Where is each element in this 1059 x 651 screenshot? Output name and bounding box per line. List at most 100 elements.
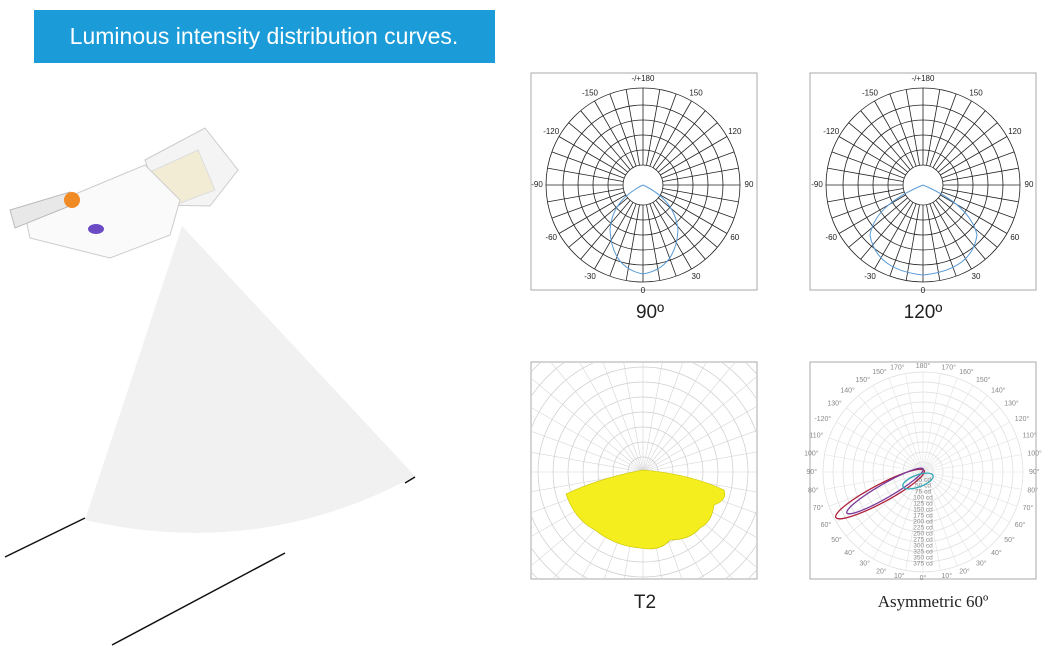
angle-label: 60° [1015,521,1026,529]
angle-label: -150 [582,88,599,97]
diagrams: -/+180 150 120 90 60 30 0 -30 -60 -90 -120 -150 -/+1… [531,74,1042,582]
grid-spoke [926,204,941,281]
grid-spoke [603,363,644,473]
angle-label: 60 [730,233,739,242]
grid-spoke [642,451,756,473]
angle-label: -30 [864,272,876,281]
angle-label: -60 [545,233,557,242]
grid-spoke [551,151,625,179]
angle-label: 30° [976,560,987,568]
grid-spoke [941,151,1015,179]
angle-label: 150 [969,88,983,97]
grid-spoke [905,373,924,473]
grid-spoke [922,454,1022,473]
grid-spoke [547,188,624,203]
angle-label: 140° [840,387,855,395]
grid-spoke [838,136,906,176]
grid-spoke [532,407,644,473]
grid-spoke [888,377,924,473]
grid-spoke [660,136,728,176]
grid-spoke [661,191,735,219]
angle-label: -60 [825,233,837,242]
grid-spoke [922,385,974,473]
angle-label: 90 [1025,180,1034,189]
grid-spoke [824,471,924,490]
grid-spoke [905,204,920,281]
grid-spoke [874,100,914,168]
angle-label: 80° [1027,486,1038,494]
grid-spoke [889,93,917,167]
grid-spoke [824,454,924,473]
cd-label: 50 cd [915,483,931,490]
grid-spoke [551,191,625,219]
grid-spoke [922,395,988,473]
grid-spoke [846,407,924,473]
grid-spoke [938,122,998,173]
grid-spoke [922,407,1000,473]
grid-spoke [658,197,718,248]
intensity-curve [609,184,679,275]
grid-spoke [649,203,677,277]
grid-spoke [609,203,637,277]
cd-label: 325 cd [913,549,933,556]
angle-label: 170° [941,363,956,371]
angle-label: 160° [959,368,974,376]
grid-spoke [594,202,634,270]
cd-label: 125 cd [913,501,933,508]
grid-spoke [922,373,941,473]
grid-spoke [848,197,908,248]
angle-label: 110° [809,432,823,440]
grid-spoke [642,406,756,473]
cd-label: 100 cd [913,495,933,502]
angle-label: -120 [823,127,840,136]
grid-spoke [655,200,706,260]
grid-spoke [662,167,739,182]
angle-label: 150 [689,88,703,97]
grid-spoke [922,471,1018,507]
angle-label: -/+180 [632,74,655,83]
angle-label: 60° [821,521,832,529]
cd-label: 250 cd [913,531,933,538]
angle-label: 180° [916,362,931,370]
caption: 90º [636,302,664,323]
grid-spoke [642,363,663,473]
grid-spoke [940,194,1008,234]
angle-label: 30° [859,560,870,568]
angle-label: 70° [1023,504,1034,512]
grid-spoke [580,110,631,170]
illustration [4,127,416,646]
grid-spoke [922,471,988,549]
angle-label: 150° [872,368,887,376]
angle-label: 80° [808,486,819,494]
angle-label: -120 [543,127,560,136]
grid-spoke [932,100,972,168]
angle-label: 30 [692,272,701,281]
grid-spoke [922,471,1000,537]
angle-label: -30 [584,272,596,281]
grid-spoke [935,200,986,260]
angle-label: 50° [1004,536,1015,544]
grid-spoke [646,204,661,281]
grid-spoke [828,437,924,473]
angle-label: 90° [1029,468,1040,476]
grid-spoke [558,136,626,176]
grid-spoke [594,100,634,168]
angle-label: 0° [920,574,927,582]
grid-spoke [941,191,1015,219]
grid-spoke [642,363,707,473]
grid-spoke [655,110,706,170]
cd-label: 175 cd [913,513,933,520]
grid-spoke [831,191,905,219]
angle-label: -90 [811,180,823,189]
grid-spoke [532,431,644,473]
angle-label: 150° [976,376,991,384]
angle-label: 50° [831,536,842,544]
grid-spoke [831,151,905,179]
angle-label: 10° [894,572,905,580]
grid-spoke [940,136,1008,176]
angle-label: 120 [728,127,742,136]
grid-spoke [872,471,924,559]
grid-spoke [827,167,904,182]
angle-label: 90° [806,468,817,476]
